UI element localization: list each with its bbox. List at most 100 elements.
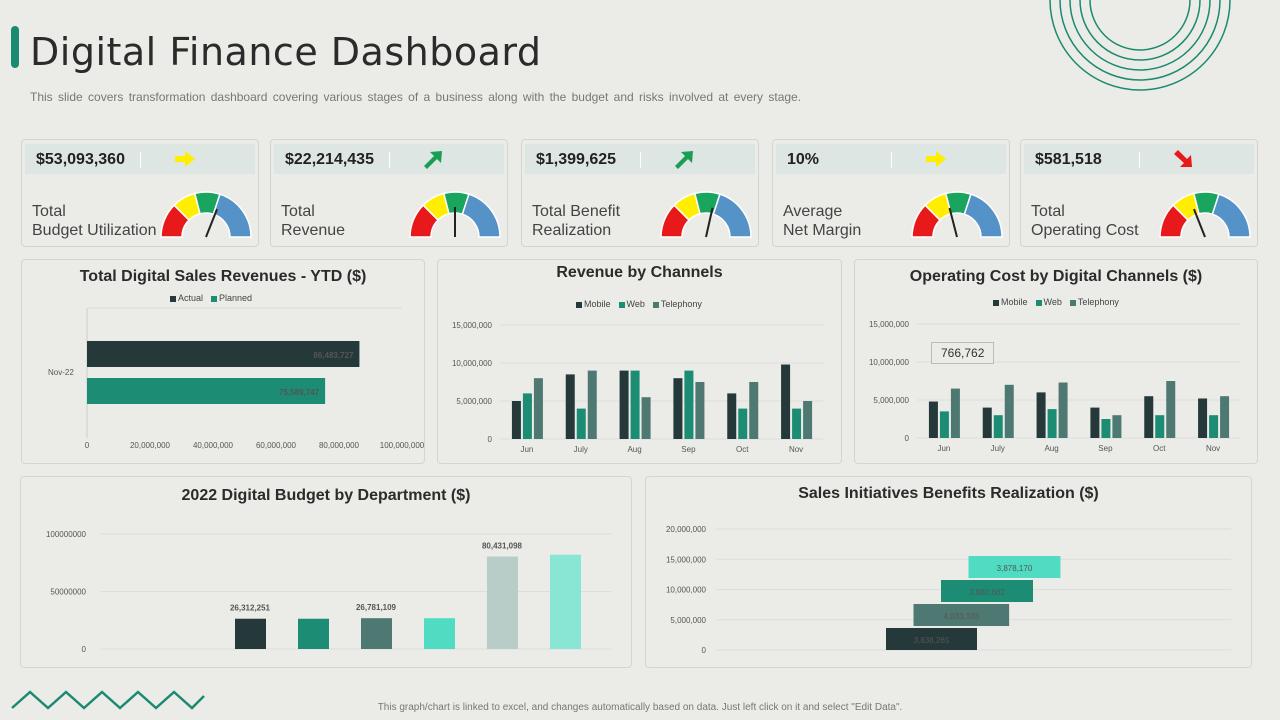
kpi-label-line1: Total [32,203,66,220]
kpi-value: $1,399,625 [536,151,617,168]
x-tick-label: 40,000,000 [193,441,234,450]
panel-sales-initiatives: Sales Initiatives Benefits Realization (… [645,476,1252,668]
footer-note: This graph/chart is linked to excel, and… [377,702,903,713]
bar-data-label: 86,483,727 [313,351,354,360]
kpi-value: 10% [787,151,820,168]
bar-telephony [1058,382,1068,438]
bar-web [684,370,694,439]
budget-bar [550,554,581,649]
x-category-label: Jun [937,444,950,453]
y-tick-label: 15,000,000 [869,320,910,329]
bar-telephony [1004,384,1014,438]
bar-telephony [587,370,597,439]
y-category-label: Nov-22 [48,368,74,377]
panel-title: Operating Cost by Digital Channels ($) [909,268,1203,285]
budget-bar [361,618,392,649]
bar-telephony [1220,396,1230,438]
x-category-label: Jun [520,445,533,454]
bar-web [576,408,586,439]
page-title: Digital Finance Dashboard [30,30,542,74]
chart-ytd: 0 20,000,000 40,000,000 60,000,000 80,000,00… [48,307,425,450]
y-tick-label: 0 [905,434,910,443]
x-category-label: Oct [1153,444,1166,453]
x-category-label: Sep [681,445,696,454]
y-tick-label: 0 [488,435,493,444]
budget-bar [298,618,329,649]
bar-mobile [565,374,575,439]
bar-planned [87,378,326,404]
bar-actual [87,341,360,367]
panel-title: Revenue by Channels [556,264,723,281]
x-category-label: July [991,444,1005,453]
chart-budget: 0 50000000 100000000 26,312,251 26,781,109 80… [46,530,611,654]
bar-web [738,408,748,439]
legend: Actual Planned [170,293,252,303]
data-callout: 766,762 [931,342,995,364]
bar-telephony [695,382,705,439]
bar-telephony [749,382,759,439]
legend: Mobile Web Telephony [993,297,1119,307]
y-tick-label: 15,000,000 [666,555,707,564]
bar-web [1209,415,1219,438]
gauge-icon [1159,191,1251,238]
y-tick-label: 100000000 [46,530,87,539]
benefit-bar [913,604,1010,626]
kpi-label-line1: Total [281,203,315,220]
kpi-label: Average Net Margin [783,202,861,240]
gauge-needle [205,208,218,238]
kpi-label: Total Revenue [281,202,345,240]
bar-mobile [982,407,992,438]
decorative-zigzag [11,690,205,710]
chart-revenue: 0 5,000,000 10,000,000 15,000,000 Jun July Aug… [452,321,823,454]
kpi-card: $581,518 Total Operating Cost [1020,139,1258,247]
x-category-label: Nov [789,445,803,454]
bar-mobile [781,364,791,439]
y-tick-label: 0 [702,646,707,655]
y-tick-label: 5,000,000 [456,397,492,406]
legend-item-planned: Planned [211,293,252,303]
chart-opcost: 0 5,000,000 10,000,000 15,000,000 Jun July Aug… [869,320,1240,453]
kpi-label-line1: Total [1031,203,1065,220]
kpi-label: Total Budget Utilization [32,202,157,240]
bar-mobile [1198,398,1208,438]
panel-operating-cost: Operating Cost by Digital Channels ($) M… [854,259,1258,464]
gauge-segment [1211,193,1251,238]
bar-web [522,393,532,439]
kpi-label-line2: Net Margin [783,222,862,239]
kpi-separator [140,152,141,168]
legend-item-web: Web [1035,297,1062,307]
x-tick-label: 0 [85,441,90,450]
bar-telephony [1112,415,1122,438]
bar-data-label: 3,880,662 [969,588,1005,597]
gauge-needle [1193,208,1206,238]
y-tick-label: 50000000 [50,588,86,597]
gauge-icon [911,191,1003,238]
gauge-needle [948,207,958,238]
bar-telephony [950,388,960,438]
kpi-separator [1139,152,1140,168]
arrow-up-right-green-icon [675,151,693,169]
kpi-label-line2: Revenue [281,222,346,239]
y-tick-label: 0 [82,645,87,654]
legend-item-telephony: Telephony [1069,297,1119,307]
title-accent [11,26,19,68]
gauge-icon [660,191,752,238]
y-tick-label: 5,000,000 [873,396,909,405]
benefit-bar [941,580,1034,602]
bar-web [939,411,949,438]
bar-mobile [1036,392,1046,438]
x-tick-label: 80,000,000 [319,441,360,450]
bar-mobile [727,393,737,439]
bar-data-label: 26,781,109 [356,603,397,612]
y-tick-label: 20,000,000 [666,525,707,534]
benefit-bar [968,556,1061,578]
kpi-label-line2: Operating Cost [1031,222,1139,239]
bar-data-label: 26,312,251 [230,604,271,613]
legend-item-web: Web [618,299,645,309]
gauge-segment [212,193,252,238]
bar-mobile [1144,396,1154,438]
gauge-segment [963,193,1003,238]
decorative-arcs [1049,0,1231,91]
bar-data-label: 80,431,098 [482,542,523,551]
bar-data-label: 75,589,747 [279,388,320,397]
